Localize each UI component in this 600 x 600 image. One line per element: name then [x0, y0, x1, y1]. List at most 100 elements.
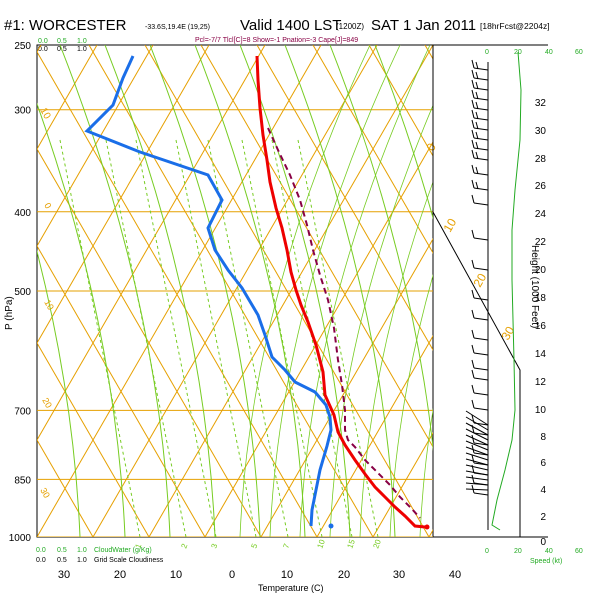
temperature-line [255, 55, 426, 529]
cloud-top-black-0: 0.0 [38, 46, 48, 53]
x-axis-label: Temperature (C) [258, 583, 324, 593]
temp-tick-6: 30 [393, 569, 405, 581]
speed-top-20: 20 [514, 49, 522, 56]
cloud-top-black-2: 1.0 [77, 46, 87, 53]
wind-barb-14 [471, 259, 489, 271]
height-tick-4: 4 [540, 485, 546, 496]
moist-adiabat-7 [450, 45, 580, 537]
mr-label-15: 15 [345, 538, 357, 550]
valid-time: Valid 1400 LST [240, 17, 341, 34]
wind-barb-7 [471, 129, 489, 141]
mr-label-3: 3 [209, 542, 219, 550]
cross-diag-10 [200, 45, 433, 448]
isotherm-9 [37, 45, 154, 247]
isotherm-21 [541, 45, 600, 537]
temp-tick-7: 40 [449, 569, 461, 581]
cloud-legend-bottom: 0.0 0.5 1.0 CloudWater (g/Kg) 0.0 0.5 1.… [36, 547, 583, 565]
isotherm-16 [260, 238, 433, 537]
wind-barbs [465, 59, 489, 530]
wind-barb-9 [471, 149, 489, 161]
isobar-lines [37, 109, 433, 537]
diag-label-30: 30 [38, 486, 52, 500]
isotherm-19 [428, 529, 433, 537]
mixing-ratio-2 [135, 139, 217, 537]
cross-diag-9 [144, 45, 430, 537]
speed-bottom-label: Speed (kt) [530, 558, 562, 565]
moist-adiabat-3 [329, 104, 433, 537]
moist-adiabat-6 [419, 407, 433, 537]
isotherm-label-20: 20 [470, 271, 489, 290]
pressure-tick-400: 400 [14, 208, 31, 219]
wind-barb-21 [471, 384, 489, 396]
wind-barb-low-0 [465, 410, 489, 426]
wind-barb-18 [471, 344, 489, 356]
wind-barb-low-13 [465, 488, 489, 491]
height-tick-6: 6 [540, 458, 546, 469]
isotherm-label-10: 10 [440, 216, 459, 235]
wind-barb-low-3 [465, 428, 489, 441]
moist-adiabat-0 [239, 45, 371, 537]
height-tick-28: 28 [535, 154, 547, 165]
temp-tick-4: 10 [281, 569, 293, 581]
forecast-label: [18hrFcst@2204z] [480, 21, 550, 31]
wind-barb-25 [471, 434, 489, 446]
isotherm-label-0: 0 [423, 140, 439, 153]
wind-barb-8 [471, 139, 489, 151]
moist-adiabat-1 [269, 45, 401, 537]
mr-label-5: 5 [249, 542, 259, 550]
height-tick-24: 24 [535, 209, 547, 220]
dry-adiabat-8 [329, 45, 433, 452]
cross-diag-5 [37, 244, 206, 537]
wind-barb-low-1 [465, 416, 489, 431]
wind-barb-5 [471, 109, 489, 121]
mixing-ratio-3 [175, 139, 257, 537]
wind-barb-low-5 [465, 440, 489, 451]
height-tick-18: 18 [535, 293, 547, 304]
temp-tick-1: 20 [114, 569, 126, 581]
cross-diag-16 [537, 45, 600, 537]
y2-axis-label: Height (1000 Feet) [529, 245, 540, 328]
cloud-top-green-1: 0.5 [57, 38, 67, 45]
height-tick-8: 8 [540, 432, 546, 443]
mixing-ratio-5 [241, 139, 323, 537]
temp-tick-3: 0 [229, 569, 235, 581]
speed-bottom-20: 20 [514, 548, 522, 555]
isotherm-label-30: 30 [498, 324, 517, 343]
wind-barb-low-9 [465, 464, 489, 471]
dry-adiabat-7 [284, 45, 396, 537]
isotherm-10 [37, 45, 210, 344]
wind-barb-low-12 [465, 482, 489, 486]
cross-diag-13 [368, 45, 433, 157]
diag-label-20: 20 [40, 396, 54, 410]
wind-barb-low-8 [465, 458, 489, 466]
cross-diag-7 [37, 50, 318, 537]
moist-adiabat-5 [389, 274, 433, 537]
isotherm-14 [148, 45, 433, 537]
mixing-ratio-labels: 1 2 3 5 7 10 15 20 [133, 538, 383, 550]
height-tick-20: 20 [535, 265, 547, 276]
diag-label-0: 0 [42, 201, 53, 210]
wind-barb-low-10 [465, 470, 489, 476]
height-tick-22: 22 [535, 237, 547, 248]
temperature-axis: 30 20 10 0 10 20 30 40 [58, 569, 461, 581]
speed-bottom-40: 40 [545, 548, 553, 555]
cloud-top-green-2: 1.0 [77, 38, 87, 45]
isotherm-label-m10: 10 [37, 106, 52, 122]
mixing-ratio-6 [271, 139, 353, 537]
wind-barb-low-6 [465, 446, 489, 456]
isotherm-17 [316, 335, 433, 537]
cross-diag-6 [37, 147, 262, 537]
isotherm-11 [37, 45, 266, 441]
height-tick-32: 32 [535, 98, 547, 109]
wind-barb-4 [471, 99, 489, 111]
wind-barb-2 [471, 79, 489, 91]
temp-tick-5: 20 [338, 569, 350, 581]
pressure-tick-250: 250 [14, 41, 31, 52]
pressure-tick-300: 300 [14, 106, 31, 117]
height-tick-26: 26 [535, 181, 547, 192]
dry-adiabat-2 [59, 45, 171, 537]
wind-barb-20 [471, 369, 489, 381]
height-panel-outline [432, 45, 521, 537]
height-tick-2: 2 [540, 512, 546, 523]
wind-barb-low-11 [465, 476, 489, 481]
